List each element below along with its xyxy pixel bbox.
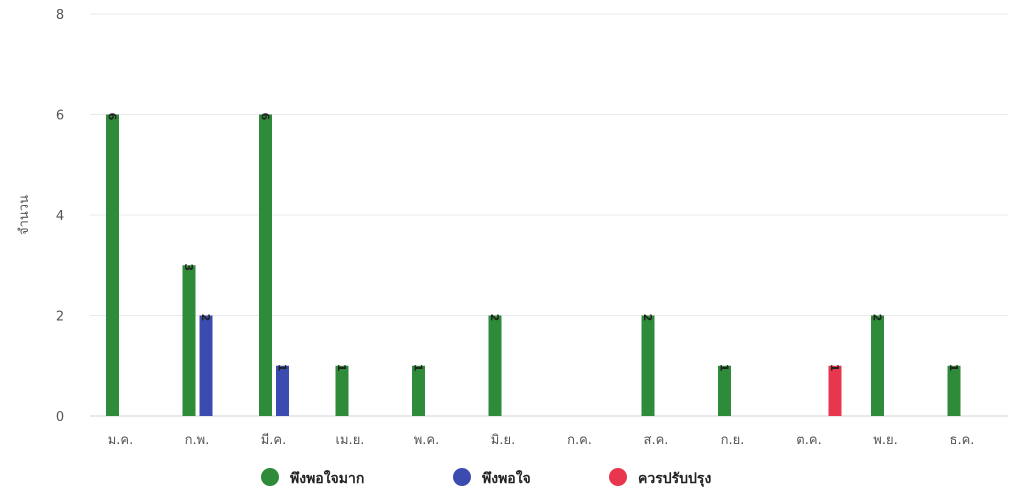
data-label: 6	[259, 113, 272, 121]
gridlines	[90, 13, 1008, 417]
x-tick-label: ม.ค.	[108, 433, 134, 448]
x-tick-label: เม.ย.	[336, 433, 365, 448]
data-label: 1	[276, 364, 289, 372]
bar	[871, 315, 884, 416]
data-label: 6	[106, 113, 119, 121]
bar	[641, 315, 655, 416]
data-label: 1	[947, 364, 960, 372]
data-label: 1	[828, 364, 841, 372]
x-tick-label: พ.ค.	[414, 433, 440, 448]
bar	[182, 265, 196, 416]
bar	[947, 365, 961, 416]
x-tick-label: ก.พ.	[185, 433, 210, 448]
x-tick-label: มี.ค.	[261, 432, 287, 448]
data-label: 2	[641, 314, 654, 322]
y-tick-label: 4	[56, 209, 64, 224]
legend: พึงพอใจมาก พึงพอใจ ควรปรับปรุง	[261, 468, 711, 487]
x-tick-label: ธ.ค.	[950, 433, 975, 448]
data-label: 2	[199, 314, 212, 322]
legend-marker[interactable]	[453, 468, 471, 486]
data-label: 1	[412, 364, 425, 372]
bar	[335, 365, 349, 416]
legend-item-label[interactable]: พึงพอใจมาก	[290, 469, 364, 487]
legend-marker[interactable]	[261, 468, 279, 486]
data-label: 1	[718, 364, 731, 372]
x-tick-label: ต.ค.	[796, 433, 821, 448]
y-tick-label: 8	[56, 8, 64, 23]
x-tick-label: ส.ค.	[644, 433, 669, 448]
bar	[199, 315, 213, 416]
bar	[106, 114, 119, 416]
bar	[412, 365, 425, 416]
data-label: 3	[182, 263, 195, 271]
bar	[259, 114, 272, 416]
bar	[718, 365, 731, 416]
data-label: 2	[488, 314, 501, 322]
data-label: 1	[335, 364, 348, 372]
bar	[828, 365, 842, 416]
bar	[488, 315, 502, 416]
legend-marker[interactable]	[609, 468, 627, 486]
legend-item-label[interactable]: พึงพอใจ	[482, 469, 531, 487]
x-tick-label: ก.ย.	[721, 433, 745, 448]
y-axis-title: จำนวน	[17, 195, 32, 235]
y-axis-ticks: 0 2 4 6 8	[56, 8, 64, 425]
data-label: 2	[871, 314, 884, 322]
bar	[276, 365, 289, 416]
legend-item-label[interactable]: ควรปรับปรุง	[638, 471, 711, 487]
x-axis-ticks: ม.ค. ก.พ. มี.ค. เม.ย. พ.ค. มิ.ย. ก.ค. ส.ค. ก.ย. ต…	[108, 432, 975, 448]
y-tick-label: 0	[56, 410, 64, 425]
y-tick-label: 6	[56, 109, 64, 124]
x-tick-label: ก.ค.	[567, 433, 592, 448]
data-labels: 6 3 2 6 1 1 1 2 2 1 1 2 1	[106, 113, 961, 372]
bars	[106, 114, 961, 416]
x-tick-label: พ.ย.	[873, 433, 897, 448]
y-tick-label: 2	[56, 310, 64, 325]
x-tick-label: มิ.ย.	[491, 433, 515, 448]
